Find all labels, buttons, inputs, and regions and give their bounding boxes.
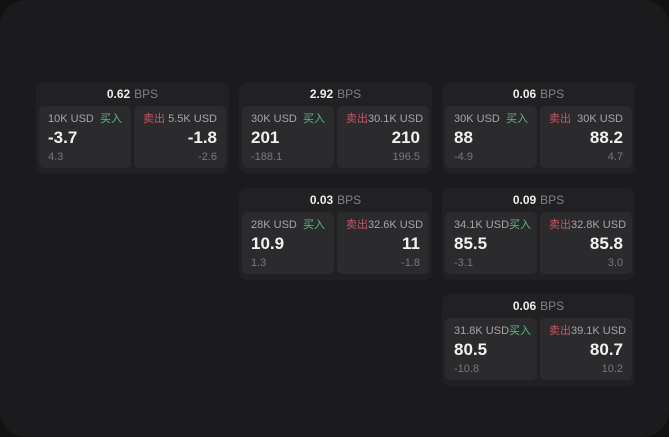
buy-side-label: 买入 xyxy=(509,325,532,337)
sell-side-label: 卖出 xyxy=(346,219,368,231)
quote-card: 0.03 BPS 28K USD 买入 10.9 1.3 卖出 32.6K US… xyxy=(239,188,432,280)
buy-side-label: 买入 xyxy=(506,113,528,125)
sell-change: 196.5 xyxy=(392,151,420,163)
sell-cell[interactable]: 卖出 39.1K USD 80.7 10.2 xyxy=(540,318,632,380)
sell-side-label: 卖出 xyxy=(549,325,571,337)
quote-card: 0.62 BPS 10K USD 买入 -3.7 4.3 卖出 5.5K USD… xyxy=(36,82,229,174)
buy-change: -10.8 xyxy=(454,363,480,375)
sell-price: 85.8 xyxy=(589,234,623,253)
quote-card: 0.06 BPS 31.8K USD 买入 80.5 -10.8 卖出 39.1… xyxy=(442,294,635,386)
buy-cell[interactable]: 34.1K USD 买入 85.5 -3.1 xyxy=(445,212,537,274)
bps-unit: BPS xyxy=(540,193,565,207)
sell-side-label: 卖出 xyxy=(346,113,368,125)
sell-side-label: 卖出 xyxy=(549,113,571,125)
bps-unit: BPS xyxy=(540,87,565,101)
bps-value: 0.03 xyxy=(309,193,334,207)
card-header: 0.06 BPS xyxy=(442,82,635,106)
bps-value: 0.62 xyxy=(106,87,131,101)
buy-cell[interactable]: 28K USD 买入 10.9 1.3 xyxy=(242,212,334,274)
sell-price: 88.2 xyxy=(589,128,623,147)
sell-price: 210 xyxy=(391,128,420,147)
buy-cell[interactable]: 30K USD 买入 88 -4.9 xyxy=(445,106,537,168)
buy-change: -188.1 xyxy=(251,151,283,163)
buy-amount: 30K USD xyxy=(251,113,297,125)
sell-side-label: 卖出 xyxy=(549,219,571,231)
quote-card: 0.06 BPS 30K USD 买入 88 -4.9 卖出 30K USD 8… xyxy=(442,82,635,174)
bps-value: 0.09 xyxy=(512,193,537,207)
sell-amount: 39.1K USD xyxy=(571,325,627,337)
buy-price: 10.9 xyxy=(251,234,285,253)
buy-change: 4.3 xyxy=(48,151,64,163)
buy-price: 201 xyxy=(251,128,280,147)
buy-change: -4.9 xyxy=(454,151,473,163)
sell-price: 11 xyxy=(402,234,420,253)
sell-amount: 30K USD xyxy=(577,113,623,125)
sell-amount: 32.8K USD xyxy=(571,219,627,231)
bps-value: 0.06 xyxy=(512,299,537,313)
bps-unit: BPS xyxy=(337,87,362,101)
buy-cell[interactable]: 31.8K USD 买入 80.5 -10.8 xyxy=(445,318,537,380)
card-header: 0.62 BPS xyxy=(36,82,229,106)
sell-change: -2.6 xyxy=(198,151,217,163)
buy-amount: 10K USD xyxy=(48,113,94,125)
bps-value: 2.92 xyxy=(309,87,334,101)
sell-price: 80.7 xyxy=(589,340,623,359)
sell-cell[interactable]: 卖出 30.1K USD 210 196.5 xyxy=(337,106,429,168)
buy-side-label: 买入 xyxy=(100,113,122,125)
buy-amount: 31.8K USD xyxy=(454,325,510,337)
card-header: 0.09 BPS xyxy=(442,188,635,212)
sell-cell[interactable]: 卖出 5.5K USD -1.8 -2.6 xyxy=(134,106,226,168)
sell-amount: 5.5K USD xyxy=(168,113,217,125)
sell-cell[interactable]: 卖出 32.6K USD 11 -1.8 xyxy=(337,212,429,274)
quote-card: 0.09 BPS 34.1K USD 买入 85.5 -3.1 卖出 32.8K… xyxy=(442,188,635,280)
card-header: 2.92 BPS xyxy=(239,82,432,106)
buy-side-label: 买入 xyxy=(303,113,325,125)
sell-side-label: 卖出 xyxy=(143,113,165,125)
buy-cell[interactable]: 10K USD 买入 -3.7 4.3 xyxy=(39,106,131,168)
buy-price: 80.5 xyxy=(454,340,488,359)
sell-amount: 30.1K USD xyxy=(368,113,424,125)
card-header: 0.06 BPS xyxy=(442,294,635,318)
sell-change: 4.7 xyxy=(607,151,623,163)
bps-unit: BPS xyxy=(134,87,159,101)
sell-change: -1.8 xyxy=(401,257,420,269)
buy-change: 1.3 xyxy=(251,257,267,269)
buy-amount: 34.1K USD xyxy=(454,219,510,231)
sell-price: -1.8 xyxy=(187,128,217,147)
sell-change: 10.2 xyxy=(601,363,623,375)
sell-change: 3.0 xyxy=(607,257,623,269)
bps-unit: BPS xyxy=(337,193,362,207)
buy-side-label: 买入 xyxy=(303,219,325,231)
sell-amount: 32.6K USD xyxy=(368,219,424,231)
sell-cell[interactable]: 卖出 32.8K USD 85.8 3.0 xyxy=(540,212,632,274)
buy-price: 88 xyxy=(454,128,473,147)
buy-amount: 30K USD xyxy=(454,113,500,125)
buy-side-label: 买入 xyxy=(509,219,532,231)
quote-card: 2.92 BPS 30K USD 买入 201 -188.1 卖出 30.1K … xyxy=(239,82,432,174)
sell-cell[interactable]: 卖出 30K USD 88.2 4.7 xyxy=(540,106,632,168)
buy-amount: 28K USD xyxy=(251,219,297,231)
buy-change: -3.1 xyxy=(454,257,473,269)
bps-unit: BPS xyxy=(540,299,565,313)
bps-value: 0.06 xyxy=(512,87,537,101)
buy-price: 85.5 xyxy=(454,234,488,253)
buy-cell[interactable]: 30K USD 买入 201 -188.1 xyxy=(242,106,334,168)
buy-price: -3.7 xyxy=(48,128,78,147)
card-header: 0.03 BPS xyxy=(239,188,432,212)
